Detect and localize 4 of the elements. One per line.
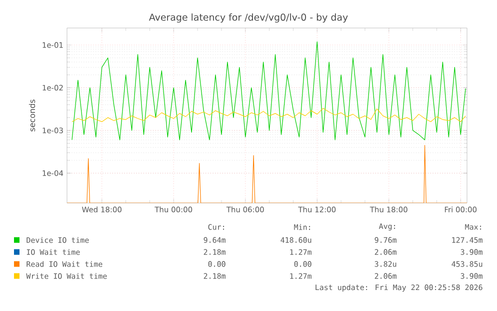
line-series <box>67 144 468 203</box>
line-series <box>72 41 466 140</box>
line-series <box>72 108 466 122</box>
chart-title: Average latency for /dev/vg0/lv-0 - by day <box>148 13 348 23</box>
